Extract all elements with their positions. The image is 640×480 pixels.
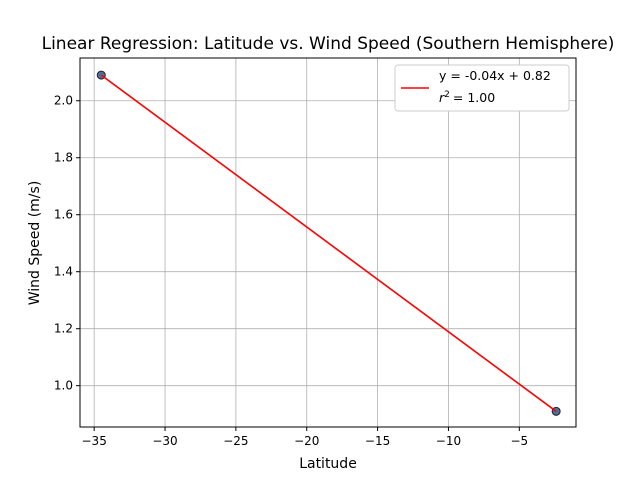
regression-line [100,74,557,412]
x-tick-label: −15 [365,434,390,448]
x-axis-label: Latitude [299,456,357,472]
x-tick-label: −5 [510,434,528,448]
legend: y = -0.04x + 0.82 r2 = 1.00 [394,64,570,112]
y-tick-label: 2.0 [54,94,73,108]
axis-ticks: −35 −30 −25 −20 −15 −10 −5 1.0 1.2 1.4 1.6 1.8 2.0 [54,94,528,448]
legend-r2-value: = 1.00 [453,90,495,105]
y-tick-label: 1.8 [54,151,73,165]
x-tick-label: −25 [223,434,248,448]
axes-frame [79,57,577,428]
legend-r2-symbol: r [439,90,445,105]
x-tick-label: −35 [82,434,107,448]
y-tick-label: 1.2 [54,322,73,336]
x-tick-label: −30 [152,434,177,448]
y-axis-label: Wind Speed (m/s) [27,181,43,306]
legend-box [394,64,570,112]
x-tick-label: −20 [294,434,319,448]
legend-r2: r2 = 1.00 [439,90,495,105]
legend-equation: y = -0.04x + 0.82 [439,68,551,83]
y-tick-label: 1.0 [54,379,73,393]
x-tick-label: −10 [436,434,461,448]
y-tick-label: 1.6 [54,208,73,222]
y-tick-label: 1.4 [54,265,73,279]
chart-title: Linear Regression: Latitude vs. Wind Spe… [42,34,615,54]
plot-area [96,70,561,416]
